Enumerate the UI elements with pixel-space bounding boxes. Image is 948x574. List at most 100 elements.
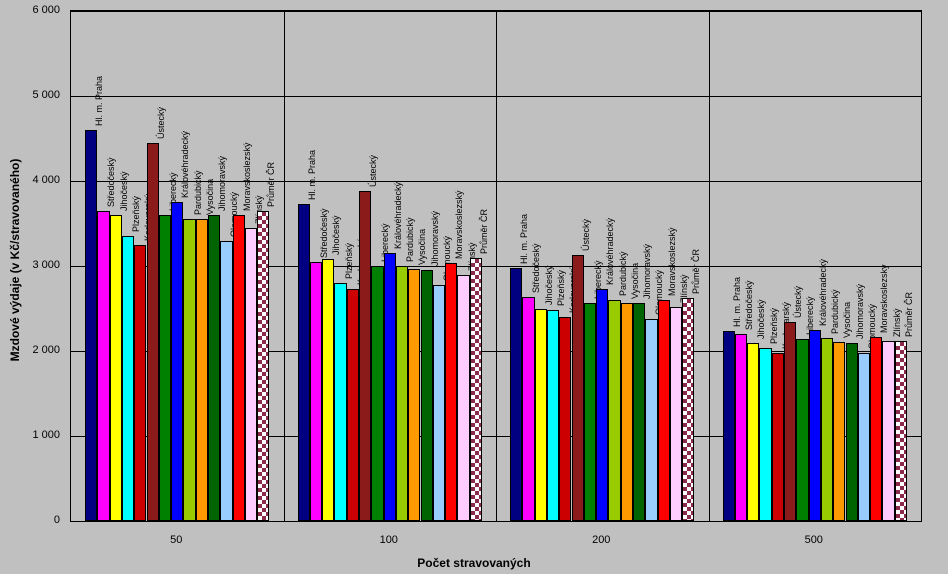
bar-series-label: Průměr ČR	[266, 162, 276, 207]
bar-series-label: Jihomoravský	[217, 156, 227, 211]
bar-series-label: Jihočeský	[544, 265, 554, 305]
bar	[445, 263, 457, 521]
bar	[723, 331, 735, 521]
bar	[359, 191, 371, 521]
bar-series-label: Pardubický	[618, 251, 628, 296]
bar	[870, 337, 882, 521]
bar-series-label: Plzeňský	[344, 243, 354, 279]
bar	[97, 211, 109, 521]
bar	[298, 204, 310, 521]
bar-series-label: Hl. m. Praha	[307, 150, 317, 200]
bar	[322, 259, 334, 521]
bar-series-label: Hl. m. Praha	[94, 76, 104, 126]
bar	[796, 339, 808, 521]
bar	[846, 343, 858, 521]
bar	[171, 202, 183, 521]
bar	[384, 253, 396, 521]
bar-series-label: Průměr ČR	[904, 292, 914, 337]
bar	[833, 342, 845, 521]
bar-series-label: Moravskoslezský	[667, 227, 677, 296]
bar	[122, 236, 134, 521]
bar-series-label: Pardubický	[405, 217, 415, 262]
bar	[408, 269, 420, 521]
bar	[584, 303, 596, 521]
bar-series-label: Hl. m. Praha	[732, 277, 742, 327]
bar-series-label: Ústecký	[156, 107, 166, 139]
bar	[159, 215, 171, 521]
x-tick-label: 200	[592, 534, 610, 546]
panel-separator	[709, 11, 710, 521]
bar	[621, 303, 633, 521]
bar-series-label: Moravskoslezský	[879, 264, 889, 333]
bar	[334, 283, 346, 521]
bar-chart: Hl. m. PrahaStředočeskýJihočeskýPlzeňský…	[0, 0, 948, 574]
bar	[457, 275, 469, 522]
bar	[396, 266, 408, 521]
bar-series-label: Vysočina	[205, 179, 215, 215]
bar-series-label: Ústecký	[581, 219, 591, 251]
x-tick-label: 100	[380, 534, 398, 546]
bar	[535, 309, 547, 522]
bar-series-label: Královéhradecký	[818, 259, 828, 326]
bar	[470, 258, 482, 522]
bar	[895, 341, 907, 521]
y-tick-label: 3 000	[0, 259, 60, 271]
bar	[245, 228, 257, 521]
bar	[759, 348, 771, 521]
bar-series-label: Jihočeský	[756, 299, 766, 339]
bar	[134, 245, 146, 521]
y-tick-label: 4 000	[0, 174, 60, 186]
bar	[547, 310, 559, 521]
bar-series-label: Vysočina	[417, 228, 427, 264]
bar-series-label: Jihomoravský	[855, 284, 865, 339]
bar-series-label: Ústecký	[368, 155, 378, 187]
y-tick-label: 0	[0, 514, 60, 526]
x-axis-label: Počet stravovaných	[0, 556, 948, 570]
bar-series-label: Ústecký	[793, 286, 803, 318]
bar	[233, 215, 245, 521]
bar-series-label: Jihočeský	[119, 171, 129, 211]
bar	[510, 268, 522, 521]
panel-separator	[496, 11, 497, 521]
bar-series-label: Vysočina	[842, 301, 852, 337]
bar	[559, 317, 571, 521]
bar-series-label: Plzeňský	[131, 196, 141, 232]
bar	[633, 303, 645, 521]
bar	[784, 322, 796, 521]
bar	[670, 307, 682, 521]
bar-series-label: Středočeský	[106, 157, 116, 207]
bar	[882, 341, 894, 521]
bar-series-label: Pardubický	[830, 290, 840, 335]
x-tick-label: 50	[170, 534, 182, 546]
bar	[183, 219, 195, 521]
bar	[645, 319, 657, 521]
bar-series-label: Průměr ČR	[479, 208, 489, 253]
bar	[147, 143, 159, 521]
bar-series-label: Středočeský	[744, 280, 754, 330]
bar	[809, 330, 821, 521]
bar-series-label: Jihomoravský	[642, 244, 652, 299]
bar-series-label: Vysočina	[630, 263, 640, 299]
bar	[85, 130, 97, 521]
bar	[208, 215, 220, 521]
bar-series-label: Královéhradecký	[605, 218, 615, 285]
bar	[608, 300, 620, 521]
bar	[257, 211, 269, 521]
bar	[747, 343, 759, 522]
plot-area: Hl. m. PrahaStředočeskýJihočeskýPlzeňský…	[70, 10, 922, 522]
bar	[196, 219, 208, 521]
bar-series-label: Královéhradecký	[393, 182, 403, 249]
bar	[421, 270, 433, 521]
bar	[310, 262, 322, 521]
bar	[772, 353, 784, 521]
bar-series-label: Středočeský	[319, 208, 329, 258]
bar	[658, 300, 670, 521]
bar-series-label: Jihočeský	[331, 216, 341, 256]
bar	[371, 266, 383, 521]
bar-series-label: Středočeský	[531, 244, 541, 294]
bar	[522, 297, 534, 521]
bar-series-label: Moravskoslezský	[242, 142, 252, 211]
y-tick-label: 6 000	[0, 4, 60, 16]
bar	[735, 334, 747, 521]
bar-series-label: Plzeňský	[556, 270, 566, 306]
